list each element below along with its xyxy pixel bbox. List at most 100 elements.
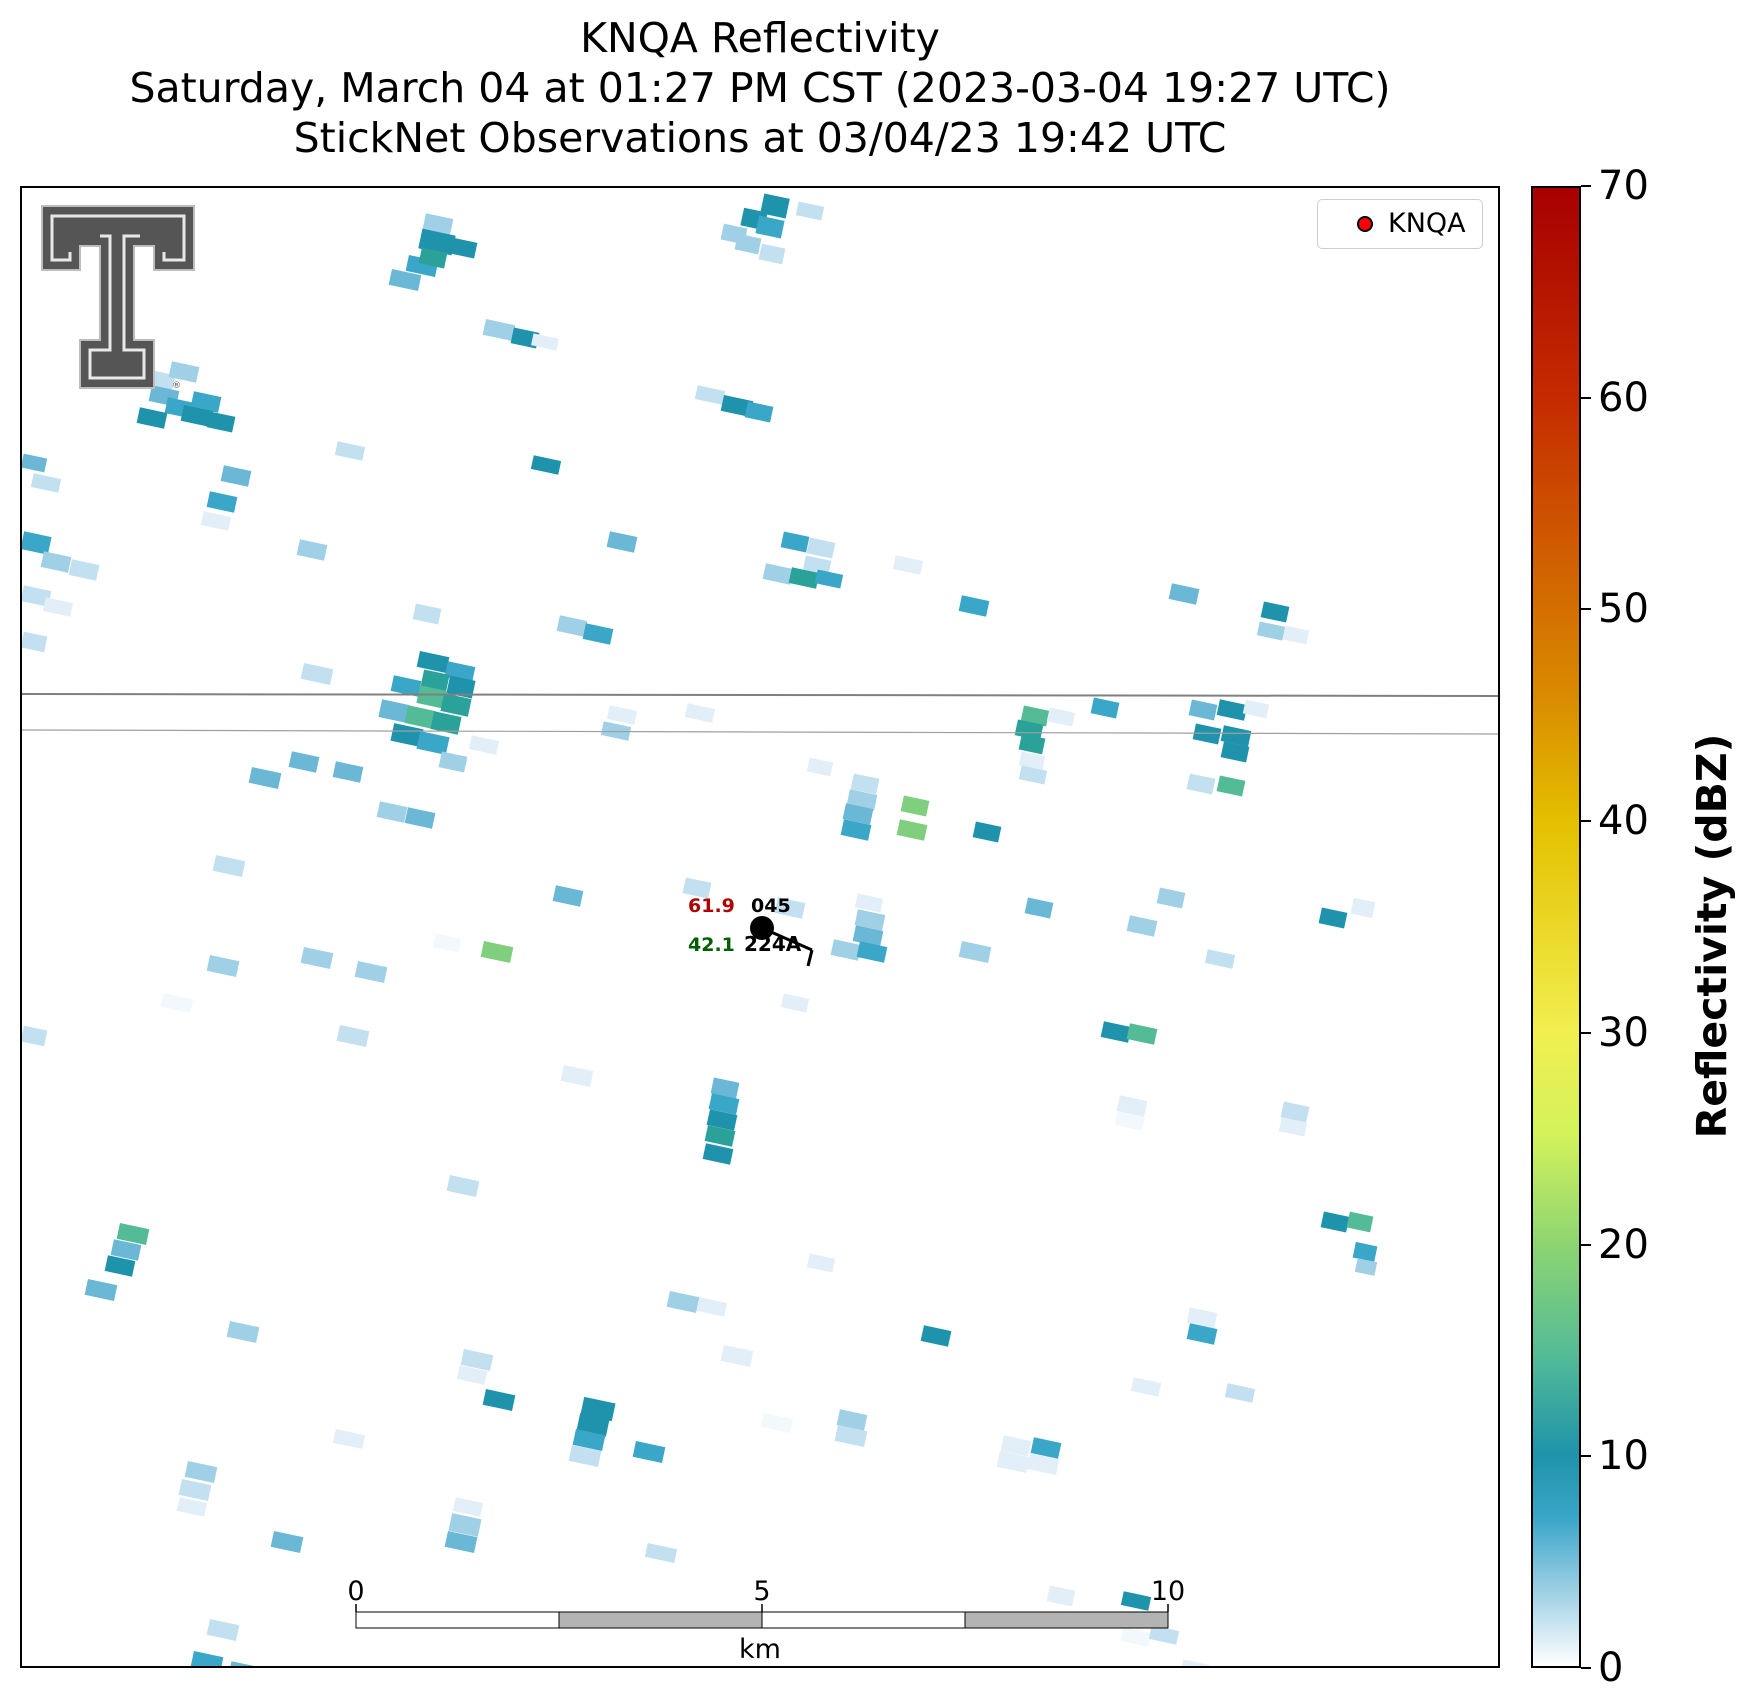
reflectivity-gate <box>212 855 246 877</box>
reflectivity-gate <box>422 213 454 235</box>
reflectivity-gate <box>1018 765 1048 785</box>
reflectivity-gate <box>958 595 990 617</box>
reflectivity-gate <box>1116 1095 1148 1117</box>
reflectivity-gate <box>1352 1241 1378 1263</box>
colorbar-tick-mark <box>1581 185 1591 187</box>
reflectivity-gate <box>482 1389 516 1411</box>
radar-site-marker-icon <box>1357 216 1373 232</box>
reflectivity-gate <box>206 411 236 433</box>
reflectivity-gate <box>176 1497 208 1517</box>
colorbar-tick-mark <box>1581 1455 1591 1458</box>
reflectivity-gate <box>1046 1585 1076 1607</box>
station-temperature: 61.9 <box>688 895 735 917</box>
reflectivity-gate <box>390 723 424 747</box>
reflectivity-gate <box>560 1065 594 1087</box>
reflectivity-gate <box>460 1349 494 1371</box>
reflectivity-gate <box>1120 1627 1152 1647</box>
reflectivity-gate <box>248 767 282 789</box>
scale-unit: km <box>739 1634 781 1665</box>
reflectivity-gate <box>1018 733 1046 755</box>
reflectivity-gate <box>30 473 62 493</box>
scale-tick-10: 10 <box>1150 1576 1186 1607</box>
reflectivity-gate <box>834 1425 868 1447</box>
reflectivity-gate <box>1186 1323 1218 1345</box>
title-line-1: KNQA Reflectivity <box>580 14 940 62</box>
reflectivity-gate <box>1046 707 1076 727</box>
reflectivity-gate <box>1320 1211 1350 1233</box>
reflectivity-gate <box>296 539 328 561</box>
reflectivity-gate <box>840 819 872 841</box>
county-boundary-lines <box>22 693 1498 735</box>
reflectivity-gate <box>1168 583 1200 605</box>
reflectivity-gate <box>418 247 448 269</box>
station-pressure: 045 <box>751 895 791 917</box>
reflectivity-gate <box>568 1445 602 1467</box>
reflectivity-gate <box>184 1461 218 1483</box>
reflectivity-gate <box>418 228 456 256</box>
colorbar-title: Reflectivity (dBZ) <box>1688 733 1736 1139</box>
reflectivity-gate <box>582 623 614 645</box>
reflectivity-gate <box>760 1413 794 1433</box>
reflectivity-gate <box>332 761 364 783</box>
reflectivity-gate <box>552 885 584 907</box>
reflectivity-gate <box>288 751 320 773</box>
radar-map[interactable]: ® <box>20 186 1500 1668</box>
colorbar-tick-label: 10 <box>1598 1433 1649 1480</box>
reflectivity-gate <box>774 897 806 919</box>
reflectivity-gate <box>1126 915 1158 937</box>
reflectivity-gate <box>110 1239 142 1261</box>
reflectivity-gate <box>1216 699 1248 721</box>
reflectivity-gate <box>1126 1023 1158 1045</box>
reflectivity-gate <box>694 385 726 405</box>
reflectivity-gate <box>136 407 168 429</box>
reflectivity-gate <box>22 585 52 607</box>
reflectivity-gate <box>1024 897 1054 919</box>
colorbar <box>1531 186 1581 1668</box>
reflectivity-gate <box>1114 1111 1146 1131</box>
station-dewpoint: 42.1 <box>688 934 735 956</box>
reflectivity-gate <box>788 567 820 589</box>
colorbar-tick-label: 60 <box>1598 374 1649 421</box>
reflectivity-gate <box>1256 621 1286 641</box>
wind-barb <box>761 926 813 952</box>
reflectivity-gate <box>448 237 478 259</box>
reflectivity-gate <box>666 1291 700 1313</box>
colorbar-tick-mark <box>1581 820 1591 823</box>
reflectivity-gate <box>720 1345 754 1367</box>
reflectivity-gate <box>220 465 252 487</box>
reflectivity-gate <box>1204 949 1236 969</box>
reflectivity-gate <box>390 675 422 697</box>
reflectivity-gate <box>1090 697 1120 719</box>
map-legend: KNQA <box>1317 199 1483 249</box>
colorbar-tick-label: 30 <box>1598 1009 1649 1056</box>
reflectivity-gate <box>842 803 874 825</box>
reflectivity-gate <box>404 705 436 729</box>
reflectivity-gate <box>896 819 928 841</box>
reflectivity-gate <box>1220 741 1250 763</box>
title-line-2: Saturday, March 04 at 01:27 PM CST (2023… <box>129 64 1391 112</box>
station-id: 224A <box>744 932 802 956</box>
reflectivity-gate <box>806 1253 836 1273</box>
colorbar-tick-label: 20 <box>1598 1221 1649 1268</box>
reflectivity-gate <box>958 941 992 963</box>
reflectivity-gate <box>854 893 884 913</box>
reflectivity-gate <box>22 631 48 653</box>
reflectivity-gate <box>755 215 785 239</box>
reflectivity-gate <box>710 1077 740 1099</box>
reflectivity-gate <box>856 941 888 963</box>
reflectivity-gate <box>468 735 500 755</box>
reflectivity-gate <box>40 551 72 573</box>
reflectivity-gate <box>1186 773 1216 795</box>
reflectivity-gate <box>780 993 810 1013</box>
reflectivity-gate <box>814 569 844 589</box>
reflectivity-gate <box>531 333 559 351</box>
reflectivity-gate <box>168 361 200 383</box>
reflectivity-gate <box>1100 1021 1132 1043</box>
reflectivity-gate <box>190 1651 224 1666</box>
reflectivity-gate <box>412 603 442 625</box>
reflectivity-gate <box>446 1175 480 1197</box>
reflectivity-gate <box>996 1451 1030 1473</box>
reflectivity-gate <box>482 319 516 341</box>
reflectivity-gate <box>706 1109 738 1131</box>
reflectivity-gate <box>682 877 712 899</box>
